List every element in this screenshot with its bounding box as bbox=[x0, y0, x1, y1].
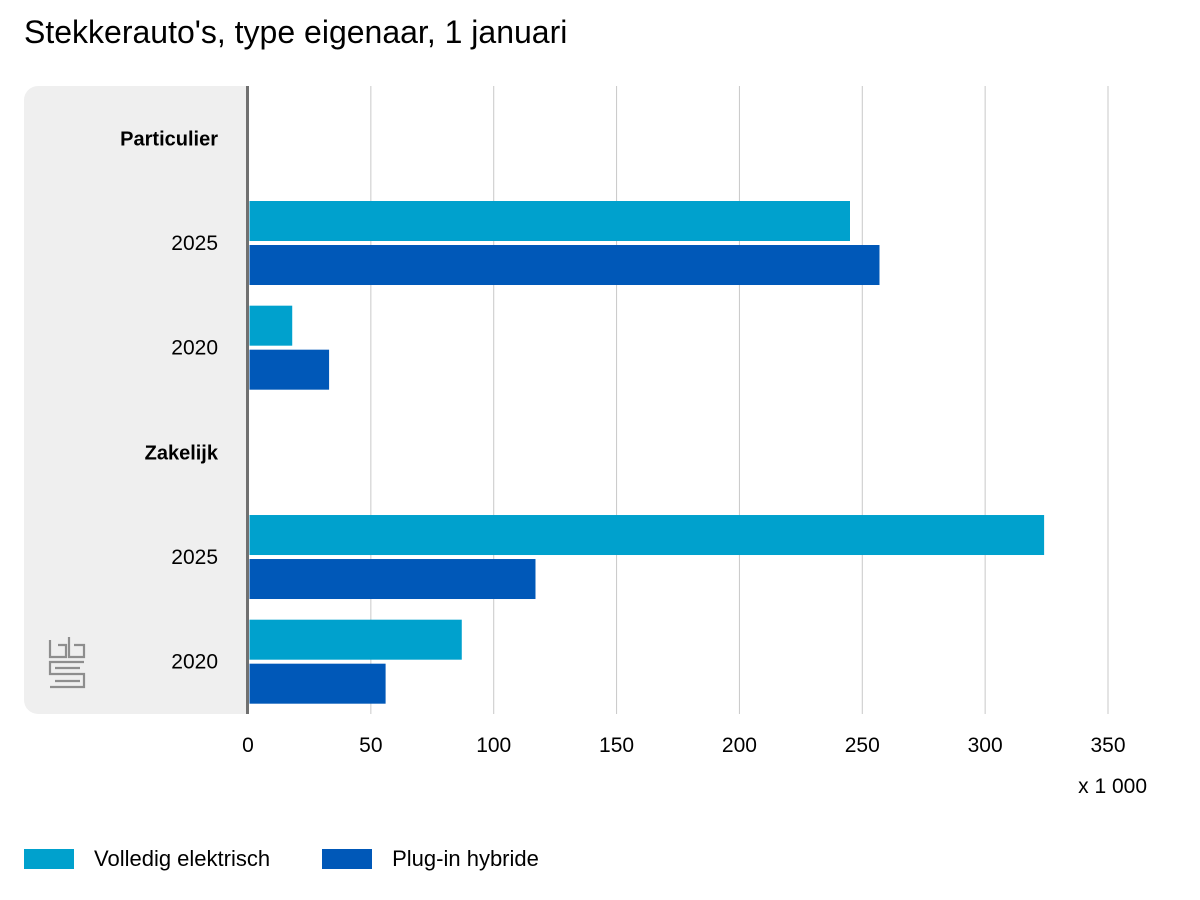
cbs-logo bbox=[48, 637, 86, 689]
bar-particulier-2025-plug-in-hybride bbox=[249, 245, 880, 286]
x-tick-label-350: 350 bbox=[1090, 734, 1125, 757]
row-label-zakelijk-2025: 2025 bbox=[171, 546, 218, 569]
group-label-zakelijk: Zakelijk bbox=[145, 442, 219, 464]
legend-item-plug-in-hybride: Plug-in hybride bbox=[322, 846, 539, 872]
bar-particulier-2025-volledig-elektrisch bbox=[249, 201, 850, 242]
x-tick-label-250: 250 bbox=[845, 734, 880, 757]
row-label-particulier-2020: 2020 bbox=[171, 337, 218, 360]
bar-zakelijk-2025-volledig-elektrisch bbox=[249, 515, 1045, 556]
x-tick-label-300: 300 bbox=[968, 734, 1003, 757]
legend-item-volledig-elektrisch: Volledig elektrisch bbox=[24, 846, 270, 872]
row-label-zakelijk-2020: 2020 bbox=[171, 651, 218, 674]
x-tick-label-100: 100 bbox=[476, 734, 511, 757]
group-label-particulier: Particulier bbox=[120, 128, 218, 150]
category-panel-edge bbox=[232, 86, 248, 714]
gridlines bbox=[370, 86, 1109, 714]
chart-title: Stekkerauto's, type eigenaar, 1 januari bbox=[24, 14, 568, 50]
bar-zakelijk-2020-plug-in-hybride bbox=[249, 663, 386, 704]
bar-particulier-2020-plug-in-hybride bbox=[249, 349, 330, 390]
legend-swatch-volledig-elektrisch bbox=[24, 849, 74, 869]
x-tick-label-150: 150 bbox=[599, 734, 634, 757]
legend-swatch-plug-in-hybride bbox=[322, 849, 373, 869]
x-tick-label-0: 0 bbox=[242, 734, 254, 757]
row-label-particulier-2025: 2025 bbox=[171, 232, 218, 255]
x-tick-label-200: 200 bbox=[722, 734, 757, 757]
category-labels: Particulier 2025 2020 Zakelijk 2025 2020 bbox=[120, 128, 219, 673]
bars bbox=[249, 201, 1045, 704]
unit-label: x 1 000 bbox=[1078, 775, 1147, 798]
bar-particulier-2020-volledig-elektrisch bbox=[249, 305, 293, 346]
bar-zakelijk-2020-volledig-elektrisch bbox=[249, 619, 462, 660]
legend-label-plug-in-hybride: Plug-in hybride bbox=[392, 846, 539, 871]
x-tick-label-50: 50 bbox=[359, 734, 382, 757]
x-axis-ticks: 0 50 100 150 200 250 300 350 bbox=[242, 734, 1125, 757]
category-panel bbox=[24, 86, 246, 714]
legend-label-volledig-elektrisch: Volledig elektrisch bbox=[94, 846, 271, 871]
legend: Volledig elektrisch Plug-in hybride bbox=[24, 846, 591, 872]
bar-zakelijk-2025-plug-in-hybride bbox=[249, 559, 536, 600]
